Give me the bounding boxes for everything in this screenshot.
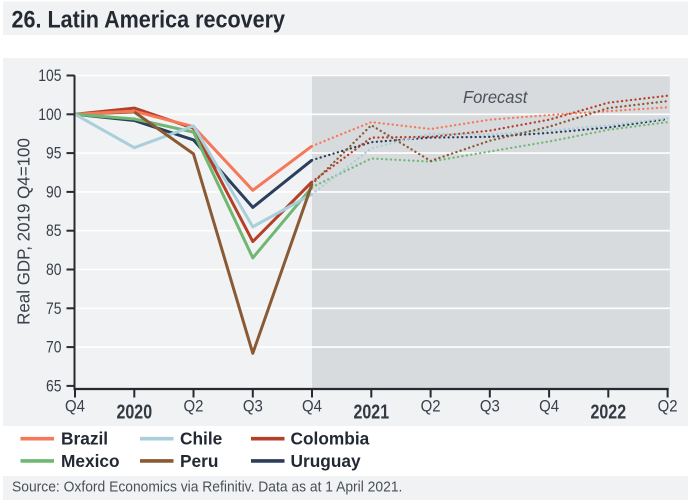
svg-text:Real GDP, 2019 Q4=100: Real GDP, 2019 Q4=100 xyxy=(13,138,33,325)
svg-text:Uruguay: Uruguay xyxy=(291,451,361,471)
svg-text:90: 90 xyxy=(46,183,62,202)
svg-text:26. Latin America recovery: 26. Latin America recovery xyxy=(12,5,286,33)
svg-text:Chile: Chile xyxy=(180,429,223,449)
svg-text:Forecast: Forecast xyxy=(463,86,529,107)
svg-text:2021: 2021 xyxy=(353,401,389,423)
svg-text:100: 100 xyxy=(38,106,62,125)
svg-text:2020: 2020 xyxy=(116,401,152,423)
svg-text:Q2: Q2 xyxy=(184,397,204,415)
svg-text:Colombia: Colombia xyxy=(291,429,370,449)
svg-text:Q4: Q4 xyxy=(539,397,559,415)
svg-text:Peru: Peru xyxy=(180,451,218,471)
svg-text:Q3: Q3 xyxy=(243,397,263,415)
svg-text:95: 95 xyxy=(46,144,61,163)
svg-text:Source: Oxford Economics via R: Source: Oxford Economics via Refinitiv. … xyxy=(12,478,402,494)
svg-text:Q3: Q3 xyxy=(480,397,500,415)
svg-text:65: 65 xyxy=(46,377,61,396)
svg-text:Q2: Q2 xyxy=(421,397,441,415)
svg-text:85: 85 xyxy=(46,222,61,241)
svg-text:Mexico: Mexico xyxy=(61,451,120,471)
svg-text:105: 105 xyxy=(38,67,61,86)
svg-text:80: 80 xyxy=(46,261,62,280)
svg-text:75: 75 xyxy=(46,300,61,319)
svg-text:Q4: Q4 xyxy=(302,397,322,415)
svg-text:Brazil: Brazil xyxy=(61,429,108,449)
svg-text:Q2: Q2 xyxy=(658,397,678,415)
svg-text:70: 70 xyxy=(46,338,62,357)
svg-text:Q4: Q4 xyxy=(65,397,85,415)
svg-text:2022: 2022 xyxy=(590,401,626,423)
